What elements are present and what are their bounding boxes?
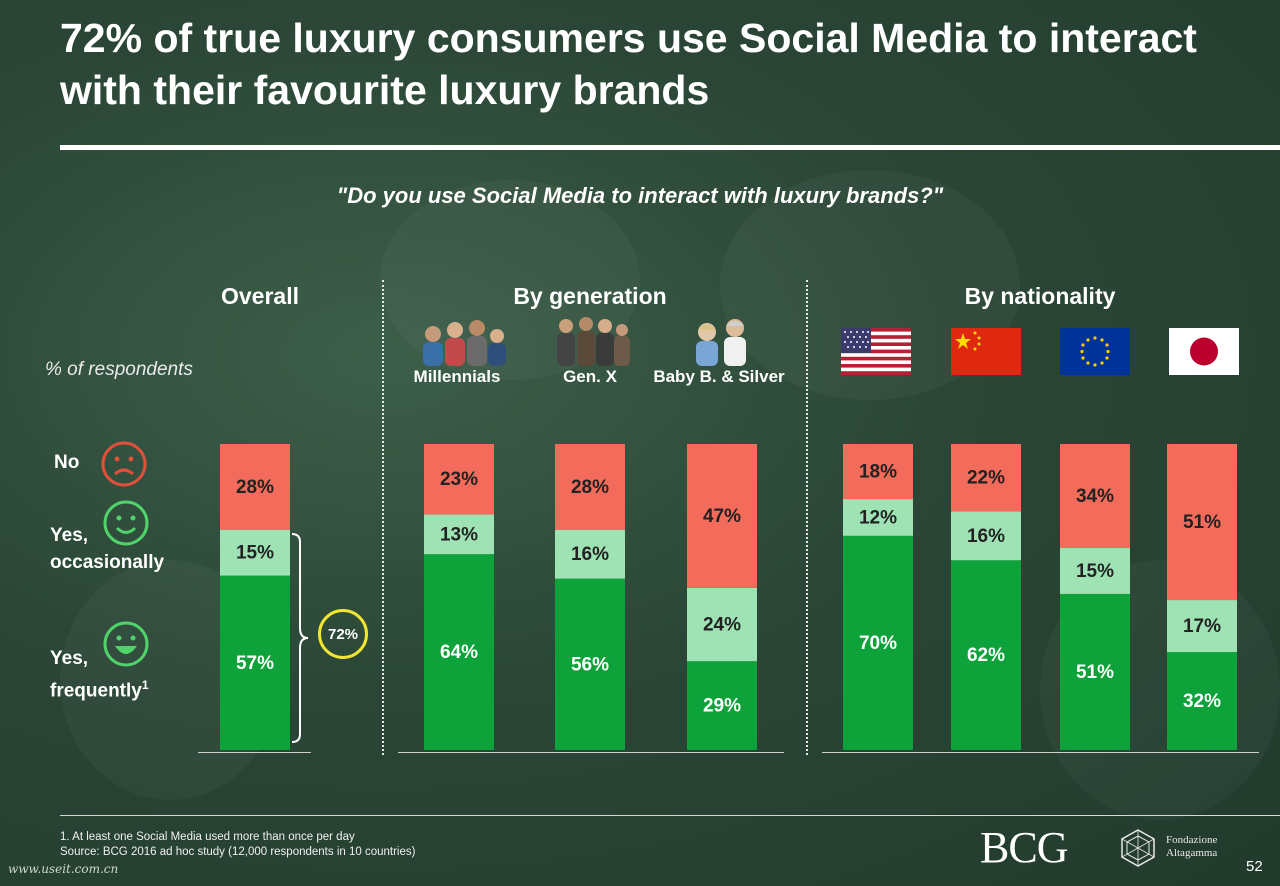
footer-divider — [60, 815, 1280, 816]
bar-value-label: 28% — [571, 477, 609, 498]
source-note: Source: BCG 2016 ad hoc study (12,000 re… — [60, 846, 416, 858]
bar-segment — [220, 529, 290, 576]
bar-value-label: 22% — [967, 468, 1005, 489]
baseline — [822, 752, 1259, 753]
fondazione-logo-icon — [1121, 829, 1155, 867]
footnote: 1. At least one Social Media used more t… — [60, 831, 355, 843]
bar-segment — [951, 511, 1021, 561]
bar-segment — [1167, 600, 1237, 653]
bar-segment — [424, 554, 494, 750]
generation-label-gen-x: Gen. X — [563, 367, 617, 386]
bar-value-label: 51% — [1183, 512, 1221, 533]
fondazione-logo-text: Fondazione Altagamma — [1166, 834, 1217, 860]
bcg-logo: BCG — [980, 823, 1068, 872]
bar-segment — [555, 444, 625, 530]
bar-segment — [1060, 444, 1130, 549]
bar-value-label: 15% — [236, 543, 274, 564]
page-title: 72% of true luxury consumers use Social … — [60, 15, 1197, 113]
bar-segment — [843, 499, 913, 536]
bar-value-label: 23% — [440, 469, 478, 490]
fondazione-line1: Fondazione — [1166, 834, 1218, 846]
usa-flag-icon — [841, 328, 911, 375]
japan-flag-icon — [1169, 328, 1239, 375]
section-separator — [806, 280, 808, 755]
bar-value-label: 47% — [703, 506, 741, 527]
baseline — [198, 752, 311, 753]
bar-value-label: 15% — [1076, 561, 1114, 582]
bar-value-label: 34% — [1076, 486, 1114, 507]
china-flag-icon — [951, 328, 1021, 375]
watermark: www.useit.com.cn — [8, 862, 119, 876]
bar-segment — [424, 444, 494, 515]
bar-segment — [220, 444, 290, 530]
baby-boomers-people-icon — [696, 319, 746, 366]
legend-yes-occasionally-label: Yes, occasionally — [50, 522, 164, 576]
legend-yes-frequently-line1: Yes, — [50, 648, 89, 669]
bar-value-label: 29% — [703, 696, 741, 717]
bar-segment — [220, 575, 290, 750]
bar-segment — [843, 444, 913, 500]
bar-segment — [424, 514, 494, 555]
eu-flag-icon — [1060, 328, 1130, 375]
generation-label-millennials: Millennials — [413, 367, 501, 386]
yes-total-bracket — [291, 533, 309, 743]
bar-segment — [1060, 593, 1130, 750]
bar-value-label: 28% — [236, 477, 274, 498]
grin-face-icon — [103, 621, 149, 667]
survey-question: "Do you use Social Media to interact wit… — [336, 183, 944, 208]
bar-segment — [1167, 444, 1237, 601]
millennials-people-icon — [423, 320, 506, 366]
sad-face-icon — [101, 441, 147, 487]
bar-value-label: 12% — [859, 507, 897, 528]
footnote-marker: 1 — [141, 678, 149, 692]
smile-face-icon — [103, 500, 149, 546]
bar-value-label: 18% — [859, 462, 897, 483]
bar-segment — [951, 444, 1021, 512]
legend-yes-occasionally-line2: occasionally — [50, 552, 165, 573]
bar-value-label: 13% — [440, 524, 478, 545]
legend-yes-frequently-label: Yes, frequently1 — [50, 645, 149, 704]
section-generation-heading: By generation — [513, 283, 667, 309]
bar-segment — [555, 578, 625, 750]
title-divider — [60, 145, 1280, 150]
legend-yes-frequently-line2: frequently — [50, 680, 142, 702]
bar-value-label: 16% — [967, 526, 1005, 547]
bar-segment — [555, 529, 625, 579]
bar-segment — [843, 535, 913, 750]
bar-segment — [951, 560, 1021, 750]
bar-value-label: 17% — [1183, 616, 1221, 637]
legend-yes-occasionally-line1: Yes, — [50, 525, 89, 546]
fondazione-line2: Altagamma — [1166, 847, 1218, 859]
section-overall-heading: Overall — [221, 283, 299, 309]
bar-segment — [687, 587, 757, 662]
section-separator — [382, 280, 384, 755]
baseline — [398, 752, 784, 753]
bar-value-label: 70% — [859, 633, 897, 654]
legend-no-label: No — [54, 452, 80, 473]
generation-label-baby-boomers: Baby B. & Silver — [653, 367, 785, 386]
gen-x-people-icon — [557, 317, 630, 366]
bar-segment — [687, 661, 757, 750]
bar-value-label: 24% — [703, 615, 741, 636]
bar-value-label: 62% — [967, 645, 1005, 666]
bar-segment — [687, 444, 757, 588]
bar-value-label: 57% — [236, 653, 274, 674]
bar-value-label: 51% — [1076, 662, 1114, 683]
bar-value-label: 16% — [571, 544, 609, 565]
total-yes-highlight: 72% — [318, 609, 368, 659]
bar-segment — [1060, 548, 1130, 594]
page-number: 52 — [1246, 858, 1263, 875]
section-nationality-heading: By nationality — [964, 283, 1116, 309]
bar-value-label: 32% — [1183, 691, 1221, 712]
bar-segment — [1167, 652, 1237, 750]
bar-value-label: 56% — [571, 654, 609, 675]
bar-value-label: 64% — [440, 642, 478, 663]
y-axis-label: % of respondents — [45, 359, 193, 380]
